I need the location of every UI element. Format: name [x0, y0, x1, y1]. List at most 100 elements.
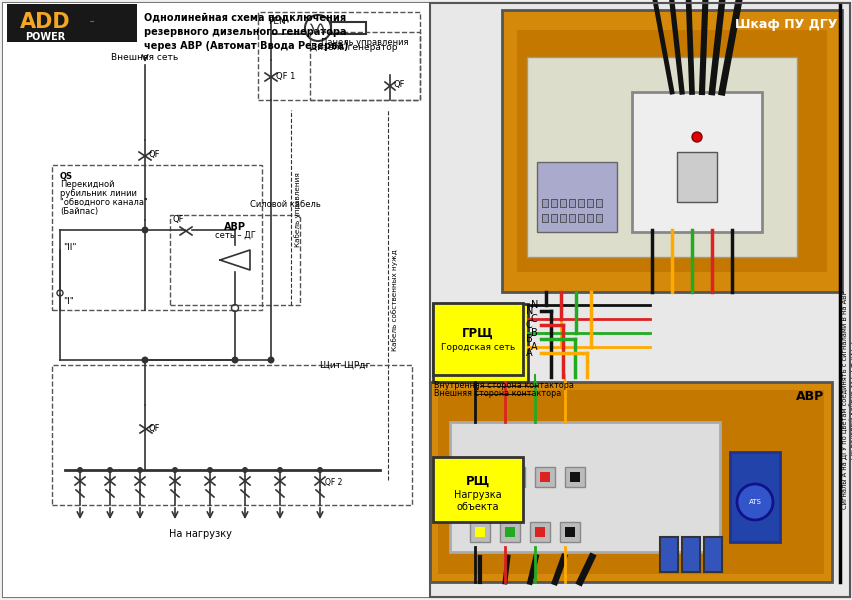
- Bar: [631, 92, 761, 232]
- Bar: [682, 537, 699, 572]
- Bar: [475, 527, 485, 537]
- Bar: [480, 472, 489, 482]
- Text: A: A: [531, 342, 537, 352]
- Text: QS: QS: [60, 172, 73, 181]
- Bar: [596, 199, 602, 207]
- Text: Внутренняя сторона контактора: Внутренняя сторона контактора: [434, 380, 573, 389]
- Bar: [539, 472, 550, 482]
- Text: "I": "I": [63, 298, 74, 307]
- Circle shape: [242, 467, 248, 473]
- Bar: [509, 472, 520, 482]
- Bar: [309, 32, 419, 100]
- Bar: [586, 199, 592, 207]
- Bar: [52, 165, 262, 310]
- Bar: [516, 30, 826, 272]
- Bar: [429, 3, 849, 597]
- Bar: [659, 537, 677, 572]
- Bar: [729, 452, 779, 542]
- Bar: [676, 152, 717, 202]
- Text: Перекидной: Перекидной: [60, 180, 114, 189]
- Bar: [529, 522, 550, 542]
- Circle shape: [207, 467, 213, 473]
- Bar: [433, 303, 522, 375]
- Text: АВР: АВР: [795, 390, 823, 403]
- Bar: [560, 199, 566, 207]
- Bar: [433, 304, 527, 382]
- Text: POWER: POWER: [25, 32, 65, 42]
- Bar: [560, 214, 566, 222]
- Circle shape: [106, 467, 112, 473]
- Text: ATS: ATS: [748, 499, 761, 505]
- Bar: [3, 3, 429, 597]
- Circle shape: [77, 467, 83, 473]
- Circle shape: [141, 226, 148, 233]
- Bar: [7, 4, 137, 42]
- Bar: [550, 199, 556, 207]
- Text: Нагрузка: Нагрузка: [453, 490, 501, 499]
- Bar: [257, 12, 419, 100]
- Text: Городская сеть: Городская сеть: [440, 343, 515, 352]
- Bar: [578, 214, 584, 222]
- Circle shape: [231, 356, 239, 364]
- Text: PEN: PEN: [268, 17, 285, 26]
- Circle shape: [137, 467, 143, 473]
- Text: ГРЩ: ГРЩ: [462, 326, 493, 340]
- Circle shape: [172, 467, 178, 473]
- Bar: [578, 199, 584, 207]
- Circle shape: [268, 356, 274, 364]
- Bar: [437, 390, 823, 574]
- Text: QF: QF: [173, 215, 184, 224]
- Bar: [550, 214, 556, 222]
- Bar: [703, 537, 721, 572]
- Circle shape: [277, 467, 283, 473]
- Text: объекта: объекта: [456, 502, 498, 511]
- Bar: [502, 10, 841, 292]
- Bar: [568, 199, 574, 207]
- Bar: [475, 467, 494, 487]
- Text: Кабель собственных нужд: Кабель собственных нужд: [391, 249, 398, 351]
- Bar: [433, 457, 522, 522]
- Circle shape: [691, 132, 701, 142]
- Text: Кабель управления: Кабель управления: [294, 173, 301, 247]
- Bar: [541, 199, 547, 207]
- Text: A: A: [526, 348, 532, 358]
- Bar: [504, 467, 524, 487]
- Bar: [596, 214, 602, 222]
- Bar: [568, 214, 574, 222]
- Text: ADD: ADD: [20, 12, 70, 32]
- Circle shape: [141, 356, 148, 364]
- Bar: [450, 422, 719, 552]
- Text: АВР: АВР: [224, 222, 245, 232]
- Bar: [586, 214, 592, 222]
- Text: "II": "II": [63, 244, 77, 253]
- Text: QF 1: QF 1: [276, 71, 295, 80]
- Bar: [564, 527, 574, 537]
- Bar: [170, 215, 300, 305]
- Bar: [504, 527, 515, 537]
- Text: QF: QF: [394, 80, 405, 89]
- Text: B: B: [531, 328, 537, 338]
- Text: C: C: [531, 314, 537, 324]
- Text: Шкаф ПУ ДГУ: Шкаф ПУ ДГУ: [734, 18, 836, 31]
- Text: сеть – ДГ: сеть – ДГ: [215, 231, 255, 240]
- Text: ГРЩ: ГРЩ: [463, 331, 497, 344]
- Bar: [469, 522, 489, 542]
- Bar: [541, 214, 547, 222]
- Text: (Байпас): (Байпас): [60, 207, 98, 216]
- Bar: [429, 3, 849, 597]
- Text: QF: QF: [149, 151, 160, 160]
- Bar: [52, 365, 412, 505]
- Bar: [534, 527, 544, 537]
- Text: QF 2: QF 2: [325, 478, 342, 487]
- Text: рубильник линии: рубильник линии: [60, 189, 136, 198]
- Text: Силовой кабель: Силовой кабель: [250, 200, 320, 209]
- Bar: [534, 467, 555, 487]
- Text: Однолинейная схема подключения
резервного дизельного генератора
через АВР (Автом: Однолинейная схема подключения резервног…: [144, 13, 348, 51]
- Text: C: C: [526, 320, 532, 330]
- Text: Внешняя сторона контактора: Внешняя сторона контактора: [434, 389, 561, 397]
- Text: Панель управления: Панель управления: [321, 38, 408, 47]
- Bar: [569, 472, 579, 482]
- Text: Сигналы А на ДГУ по цветам соединять с сигналами В на АВР
сигнальный кабель 3х2,: Сигналы А на ДГУ по цветам соединять с с…: [841, 290, 852, 509]
- Bar: [429, 382, 831, 582]
- Circle shape: [736, 484, 772, 520]
